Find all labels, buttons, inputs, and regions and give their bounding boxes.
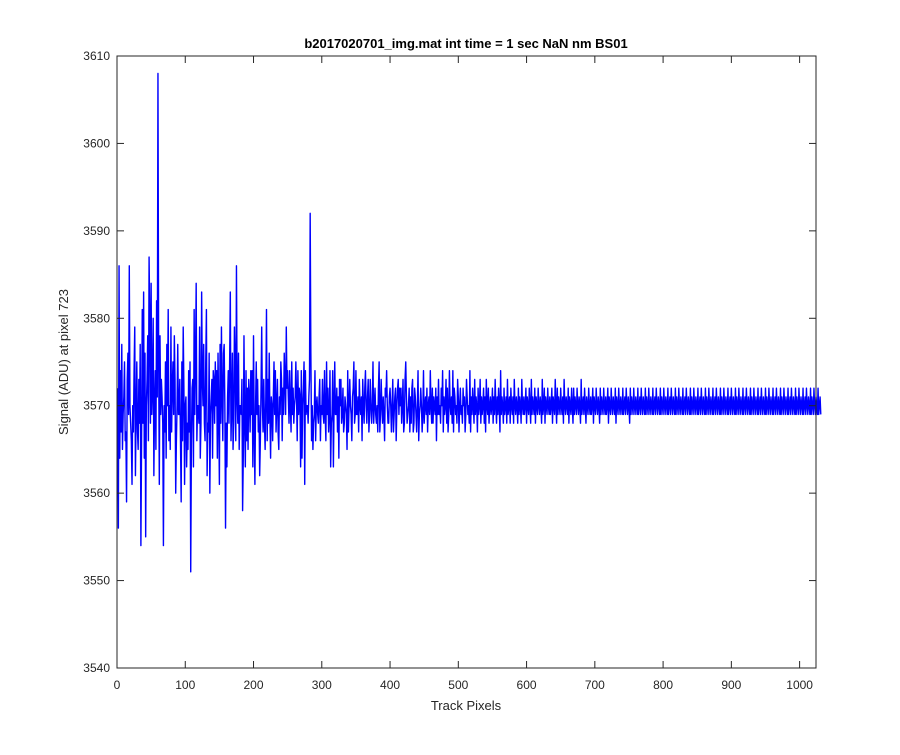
axes-box	[116, 55, 817, 669]
series-line-1	[116, 72, 822, 573]
x-tick-label: 0	[114, 678, 121, 692]
x-tick-label: 1000	[786, 678, 813, 692]
x-axis-ticks: 0 100 200 300 400 500 600 700 800 900 1000	[114, 56, 813, 692]
x-tick-label: 200	[244, 678, 264, 692]
x-tick-label: 800	[653, 678, 673, 692]
x-axis-label: Track Pixels	[431, 698, 502, 713]
x-tick-label: 600	[517, 678, 537, 692]
y-tick-label: 3560	[83, 486, 110, 500]
x-tick-label: 100	[175, 678, 195, 692]
y-axis-label: Signal (ADU) at pixel 723	[56, 289, 71, 435]
y-tick-label: 3540	[83, 661, 110, 675]
y-tick-label: 3570	[83, 399, 110, 413]
x-tick-label: 400	[380, 678, 400, 692]
y-tick-label: 3550	[83, 574, 110, 588]
y-tick-label: 3590	[83, 224, 110, 238]
series-layer	[116, 72, 822, 573]
x-tick-label: 700	[585, 678, 605, 692]
chart-title: b2017020701_img.mat int time = 1 sec NaN…	[304, 36, 627, 51]
y-axis-ticks: 3540 3550 3560 3570 3580 3590 3600 3610	[83, 49, 816, 675]
x-tick-label: 300	[312, 678, 332, 692]
x-tick-label: 500	[448, 678, 468, 692]
y-tick-label: 3610	[83, 49, 110, 63]
y-tick-label: 3580	[83, 311, 110, 325]
x-tick-label: 900	[721, 678, 741, 692]
y-tick-label: 3600	[83, 136, 110, 150]
